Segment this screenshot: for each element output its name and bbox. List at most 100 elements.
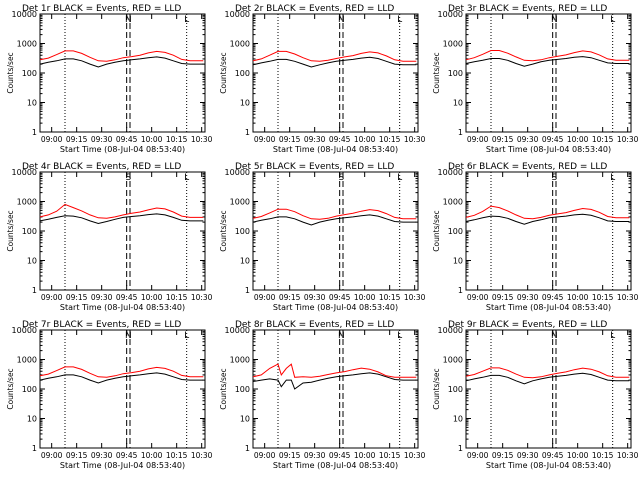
x-tick-label: 09:00 [467, 293, 489, 302]
saa-marker-label: L [610, 331, 615, 341]
x-tick-label: 09:00 [41, 135, 63, 144]
x-tick-label: 09:45 [116, 293, 138, 302]
y-tick-label: 10000 [12, 326, 37, 335]
y-tick-label: 1000 [17, 356, 37, 365]
y-tick-label: 1000 [17, 198, 37, 207]
events-series-line [252, 214, 417, 226]
events-series-line [465, 56, 630, 67]
y-tick-label: 1 [245, 286, 250, 295]
x-tick-label: 09:45 [542, 135, 564, 144]
saa-marker-label: L [397, 173, 402, 183]
plot-frame [252, 329, 419, 449]
x-tick-label: 10:15 [379, 135, 401, 144]
events-series-line [39, 56, 204, 68]
plot-frame [465, 13, 632, 133]
x-axis-label: Start Time (08-Jul-04 08:53:40) [273, 303, 398, 312]
saa-marker-label: S [338, 173, 344, 183]
y-tick-label: 1 [245, 128, 250, 137]
x-tick-label: 09:30 [517, 135, 539, 144]
y-axis-label: Counts/sec [432, 368, 441, 409]
x-tick-label: 09:15 [279, 451, 301, 460]
chart-title: Det 1r BLACK = Events, RED = LLD [22, 4, 181, 14]
saa-marker-label: N [338, 15, 345, 25]
chart-panel: Det 3r BLACK = Events, RED = LLD 1 10 100 10… [432, 4, 639, 154]
chart-title: Det 9r BLACK = Events, RED = LLD [448, 320, 607, 330]
x-axis-label: Start Time (08-Jul-04 08:53:40) [60, 461, 185, 470]
y-tick-label: 10000 [438, 168, 463, 177]
x-tick-label: 10:00 [567, 293, 589, 302]
x-tick-label: 10:30 [191, 293, 213, 302]
y-axis-label: Counts/sec [432, 210, 441, 251]
x-tick-label: 09:45 [542, 293, 564, 302]
x-tick-label: 09:30 [517, 451, 539, 460]
lld-series-line [252, 363, 417, 378]
x-tick-label: 09:15 [279, 293, 301, 302]
saa-marker-label: L [610, 15, 615, 25]
plot-frame [39, 171, 206, 291]
y-tick-label: 100 [22, 385, 37, 394]
x-axis-label: Start Time (08-Jul-04 08:53:40) [273, 461, 398, 470]
x-tick-label: 09:45 [116, 451, 138, 460]
x-axis-label: Start Time (08-Jul-04 08:53:40) [486, 461, 611, 470]
saa-marker-label: N [338, 331, 345, 341]
plot-frame [39, 13, 206, 133]
y-axis-label: Counts/sec [219, 368, 228, 409]
x-tick-label: 09:45 [329, 293, 351, 302]
x-tick-label: 10:30 [617, 451, 639, 460]
y-axis-label: Counts/sec [432, 52, 441, 93]
chart-panel: Det 1r BLACK = Events, RED = LLD 1 10 100 10… [6, 4, 213, 154]
x-tick-label: 10:15 [592, 451, 614, 460]
x-tick-label: 09:00 [41, 451, 63, 460]
x-tick-label: 09:15 [279, 135, 301, 144]
x-tick-label: 09:30 [91, 135, 113, 144]
x-tick-label: 10:30 [617, 293, 639, 302]
y-tick-label: 1000 [443, 198, 463, 207]
chart-panel: Det 8r BLACK = Events, RED = LLD 1 10 100 10… [219, 320, 426, 470]
y-tick-label: 1000 [443, 356, 463, 365]
y-axis-label: Counts/sec [219, 210, 228, 251]
y-tick-label: 1 [458, 286, 463, 295]
x-tick-label: 10:15 [166, 451, 188, 460]
saa-marker-label: N [125, 15, 132, 25]
x-tick-label: 10:00 [567, 451, 589, 460]
y-tick-label: 1 [32, 286, 37, 295]
x-tick-label: 09:30 [304, 293, 326, 302]
y-tick-label: 100 [235, 227, 250, 236]
x-tick-label: 09:00 [41, 293, 63, 302]
x-tick-label: 09:45 [542, 451, 564, 460]
x-tick-label: 09:00 [467, 135, 489, 144]
x-tick-label: 10:00 [141, 451, 163, 460]
lld-series-line [465, 367, 630, 379]
y-tick-label: 10000 [12, 10, 37, 19]
y-tick-label: 10 [27, 99, 37, 108]
chart-title: Det 3r BLACK = Events, RED = LLD [448, 4, 607, 14]
y-tick-label: 10 [27, 257, 37, 266]
plot-frame [252, 13, 419, 133]
events-series-line [39, 213, 204, 225]
saa-marker-label: L [397, 331, 402, 341]
lld-series-line [252, 208, 417, 220]
y-axis-label: Counts/sec [6, 52, 15, 93]
y-axis-label: Counts/sec [6, 210, 15, 251]
plot-frame [465, 171, 632, 291]
x-tick-label: 10:30 [404, 451, 426, 460]
x-tick-label: 10:00 [141, 293, 163, 302]
x-tick-label: 10:15 [379, 451, 401, 460]
x-tick-label: 09:00 [467, 451, 489, 460]
chart-panel: Det 2r BLACK = Events, RED = LLD 1 10 100 10… [219, 4, 426, 154]
chart-title: Det 4r BLACK = Events, RED = LLD [22, 162, 181, 172]
y-tick-label: 10000 [225, 326, 250, 335]
y-tick-label: 1 [458, 128, 463, 137]
x-tick-label: 09:45 [329, 451, 351, 460]
lld-series-line [39, 203, 204, 219]
x-tick-label: 09:15 [66, 293, 88, 302]
x-tick-label: 09:15 [492, 451, 514, 460]
events-series-line [465, 213, 630, 225]
x-tick-label: 09:30 [517, 293, 539, 302]
x-tick-label: 10:30 [404, 135, 426, 144]
y-tick-label: 1000 [230, 40, 250, 49]
y-tick-label: 1000 [17, 40, 37, 49]
y-tick-label: 10000 [438, 10, 463, 19]
x-tick-label: 10:15 [592, 293, 614, 302]
